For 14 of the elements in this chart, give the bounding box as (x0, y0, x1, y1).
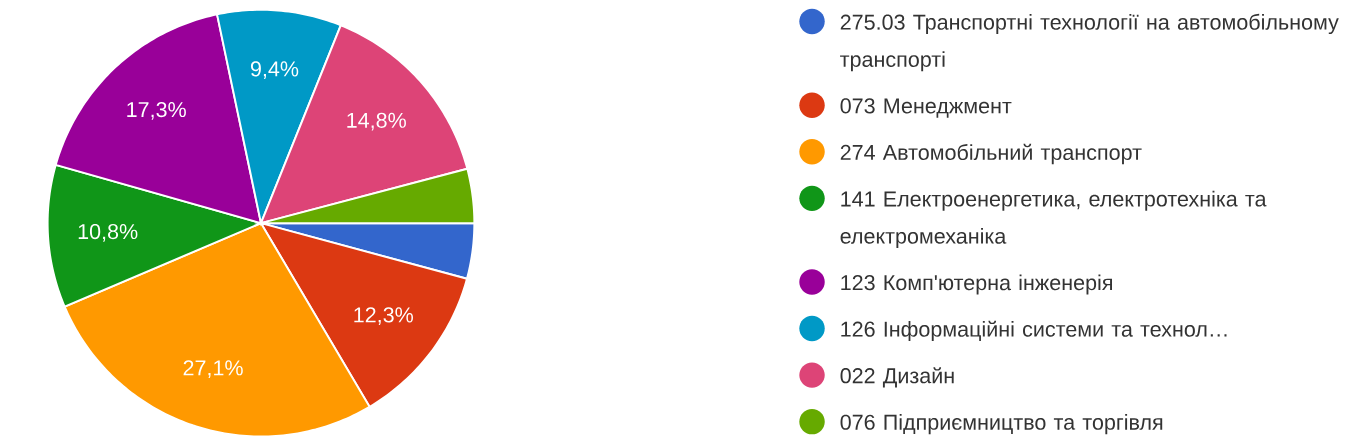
legend-label: 073 Менеджмент (840, 98, 1012, 118)
data-label: 9,4% (250, 61, 299, 80)
data-label: 27,1% (183, 360, 243, 379)
legend-label: 123 Комп'ютерна інженерія (841, 274, 1112, 295)
legend-label: 275.03 Транспортні технології на автомобільному транспорті (840, 13, 1339, 72)
legend-label: 076 Підприємництво та торгівля (840, 414, 1163, 435)
data-label: 14,8% (347, 112, 406, 131)
legend-label: 126 Інформаційні системи та технол… (841, 320, 1227, 342)
data-label: 10,8% (78, 223, 138, 242)
data-label: 12,3% (354, 307, 413, 326)
legend-label: 274 Автомобільний транспорт (840, 143, 1142, 165)
legend-label: 141 Електроенергетика, електротехніка та електромеханіка (840, 190, 1267, 249)
legend-label: 022 Дизайн (840, 367, 954, 388)
data-label: 17,3% (127, 102, 186, 120)
